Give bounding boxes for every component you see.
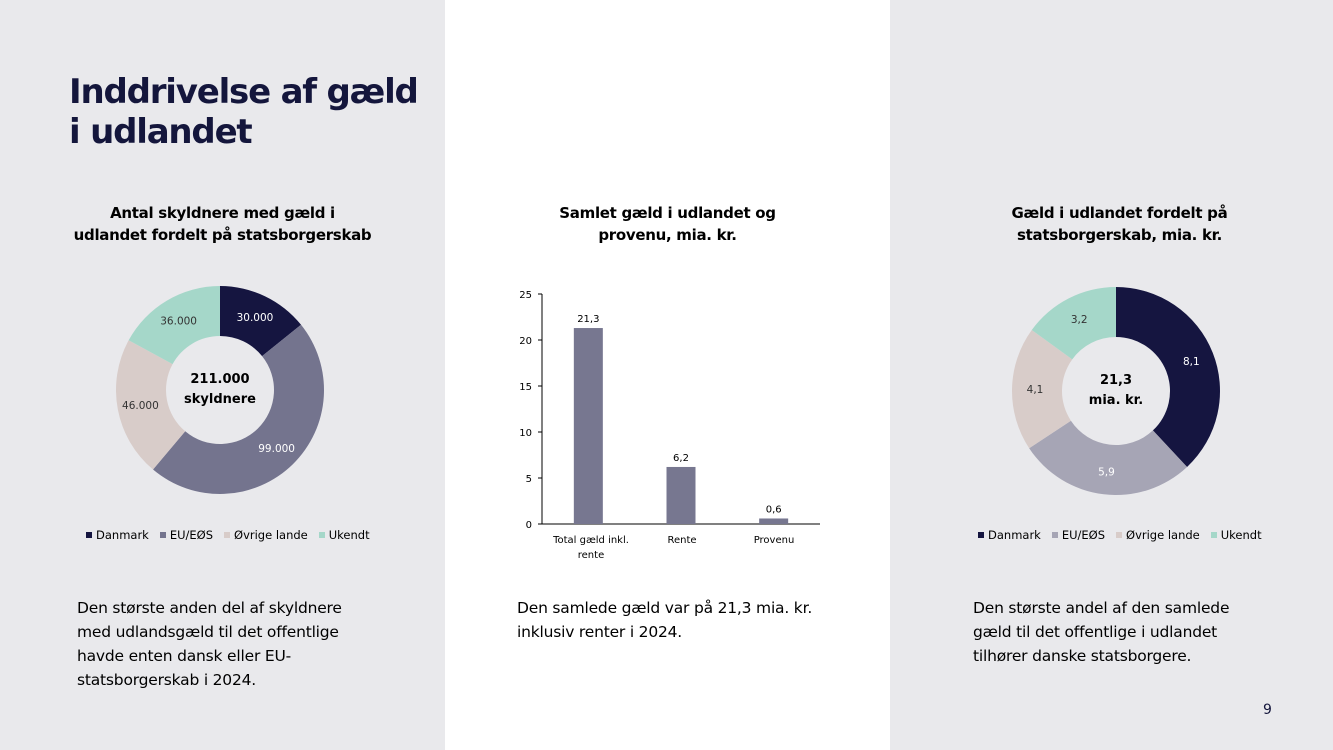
legend-swatch-ukendt bbox=[1210, 532, 1217, 538]
bar-data-label: 6,2 bbox=[673, 453, 689, 464]
donut-slice bbox=[1012, 329, 1073, 449]
x-category-label: Provenu bbox=[724, 533, 824, 548]
left-caption-line: Den største anden del af skyldnere bbox=[77, 599, 342, 617]
donut-slice bbox=[1116, 287, 1220, 467]
right-chart-title: Gæld i udlandet fordelt på statsborgersk… bbox=[898, 202, 1333, 246]
donut-data-label: 36.000 bbox=[160, 315, 197, 327]
legend-item-ukendt: Ukendt bbox=[318, 528, 370, 542]
left-donut-chart: 30.000 99.000 46.000 36.000 bbox=[115, 286, 324, 494]
donut-slice bbox=[115, 340, 186, 470]
y-tick-label: 15 bbox=[519, 382, 532, 393]
donut-data-label: 5,9 bbox=[1098, 466, 1115, 478]
middle-caption-line: Den samlede gæld var på 21,3 mia. kr. bbox=[517, 599, 813, 617]
page-title: Inddrivelse af gæld i udlandet bbox=[69, 72, 419, 152]
bar-data-label: 0,6 bbox=[766, 504, 782, 515]
right-center-unit: mia. kr. bbox=[1088, 393, 1144, 408]
right-chart-title-line: Gæld i udlandet fordelt på bbox=[1011, 204, 1228, 222]
y-tick-label: 5 bbox=[526, 474, 532, 485]
legend-label: Ukendt bbox=[1220, 528, 1262, 542]
middle-chart-title-line: provenu, mia. kr. bbox=[598, 226, 737, 244]
legend-label: Øvrige lande bbox=[1126, 528, 1200, 542]
legend-item-eu-eos: EU/EØS bbox=[1051, 528, 1106, 542]
legend-item-ovrige-lande: Øvrige lande bbox=[1116, 528, 1200, 542]
x-category-line: rente bbox=[577, 550, 605, 561]
left-panel bbox=[0, 0, 445, 750]
page-title-line: i udlandet bbox=[69, 112, 253, 152]
legend-swatch-danmark bbox=[86, 532, 92, 538]
right-caption-line: Den største andel af den samlede bbox=[973, 599, 1230, 617]
middle-caption: Den samlede gæld var på 21,3 mia. kr. in… bbox=[517, 596, 812, 644]
legend-swatch-eu-eos bbox=[159, 532, 166, 538]
right-legend: Danmark EU/EØS Øvrige lande Ukendt bbox=[978, 528, 1262, 542]
legend-item-eu-eos: EU/EØS bbox=[159, 528, 214, 542]
left-caption: Den største anden del af skyldnere med u… bbox=[77, 596, 342, 692]
right-caption-line: tilhører danske statsborgere. bbox=[973, 647, 1192, 665]
middle-chart-title: Samlet gæld i udlandet og provenu, mia. … bbox=[445, 202, 890, 246]
donut-data-label: 99.000 bbox=[258, 443, 295, 455]
donut-data-label: 46.000 bbox=[122, 400, 159, 412]
left-chart-title-line: udlandet fordelt på statsborgerskab bbox=[73, 226, 372, 244]
middle-chart-title-line: Samlet gæld i udlandet og bbox=[559, 204, 776, 222]
right-donut-center-label: 21,3 mia. kr. bbox=[1056, 371, 1176, 411]
legend-swatch-danmark bbox=[978, 532, 984, 538]
legend-label: Danmark bbox=[988, 528, 1041, 542]
middle-panel bbox=[445, 0, 890, 750]
legend-item-ukendt: Ukendt bbox=[1210, 528, 1262, 542]
legend-swatch-ovrige-lande bbox=[224, 532, 231, 538]
donut-slice bbox=[220, 286, 302, 357]
page-number: 9 bbox=[1263, 702, 1272, 718]
right-donut-chart: 8,1 5,9 4,1 3,2 bbox=[1012, 287, 1220, 495]
middle-caption-line: inklusiv renter i 2024. bbox=[517, 623, 683, 641]
donut-slice bbox=[1031, 287, 1116, 360]
left-chart-title: Antal skyldnere med gæld i udlandet ford… bbox=[0, 202, 445, 246]
bar bbox=[666, 466, 696, 524]
legend-swatch-eu-eos bbox=[1051, 532, 1058, 538]
x-category-line: Provenu bbox=[753, 535, 795, 546]
y-tick-label: 20 bbox=[519, 336, 532, 347]
legend-label: Danmark bbox=[96, 528, 149, 542]
donut-slice bbox=[128, 286, 220, 365]
left-center-unit: skyldnere bbox=[184, 392, 256, 407]
donut-data-label: 30.000 bbox=[237, 312, 274, 324]
x-category-label: Total gæld inkl. rente bbox=[541, 533, 641, 563]
legend-swatch-ovrige-lande bbox=[1116, 532, 1123, 538]
legend-item-danmark: Danmark bbox=[86, 528, 149, 542]
x-category-line: Rente bbox=[667, 535, 697, 546]
legend-label: EU/EØS bbox=[169, 528, 214, 542]
legend-item-ovrige-lande: Øvrige lande bbox=[224, 528, 308, 542]
y-tick-label: 10 bbox=[519, 428, 532, 439]
bar-chart: 0 5 10 15 20 25 21,3 6,2 0,6 bbox=[519, 290, 820, 531]
left-caption-line: havde enten dansk eller EU- bbox=[77, 647, 291, 665]
right-chart-title-line: statsborgerskab, mia. kr. bbox=[1017, 226, 1222, 244]
left-legend: Danmark EU/EØS Øvrige lande Ukendt bbox=[86, 528, 370, 542]
donut-data-label: 4,1 bbox=[1027, 384, 1044, 396]
left-caption-line: med udlandsgæld til det offentlige bbox=[77, 623, 339, 641]
x-category-line: Total gæld inkl. bbox=[553, 535, 629, 546]
legend-label: Øvrige lande bbox=[234, 528, 308, 542]
legend-label: Ukendt bbox=[328, 528, 370, 542]
donut-slice bbox=[1029, 420, 1188, 495]
legend-swatch-ukendt bbox=[318, 532, 325, 538]
y-tick-label: 0 bbox=[526, 520, 532, 531]
page-title-line: Inddrivelse af gæld bbox=[69, 72, 419, 112]
bar bbox=[759, 518, 789, 524]
y-tick-label: 25 bbox=[519, 290, 532, 301]
legend-label: EU/EØS bbox=[1061, 528, 1106, 542]
legend-item-danmark: Danmark bbox=[978, 528, 1041, 542]
donut-data-label: 8,1 bbox=[1183, 356, 1200, 368]
donut-data-label: 3,2 bbox=[1071, 314, 1088, 326]
right-caption: Den største andel af den samlede gæld ti… bbox=[973, 596, 1229, 668]
donut-slice bbox=[153, 324, 324, 494]
bar-data-label: 21,3 bbox=[577, 314, 599, 325]
bar bbox=[573, 328, 603, 524]
left-caption-line: statsborgerskab i 2024. bbox=[77, 671, 257, 689]
right-center-value: 21,3 bbox=[1099, 373, 1133, 388]
left-donut-center-label: 211.000 skyldnere bbox=[160, 370, 280, 410]
right-caption-line: gæld til det offentlige i udlandet bbox=[973, 623, 1218, 641]
left-chart-title-line: Antal skyldnere med gæld i bbox=[110, 204, 335, 222]
left-center-value: 211.000 bbox=[190, 372, 250, 387]
x-category-label: Rente bbox=[632, 533, 732, 548]
right-panel bbox=[890, 0, 1333, 750]
